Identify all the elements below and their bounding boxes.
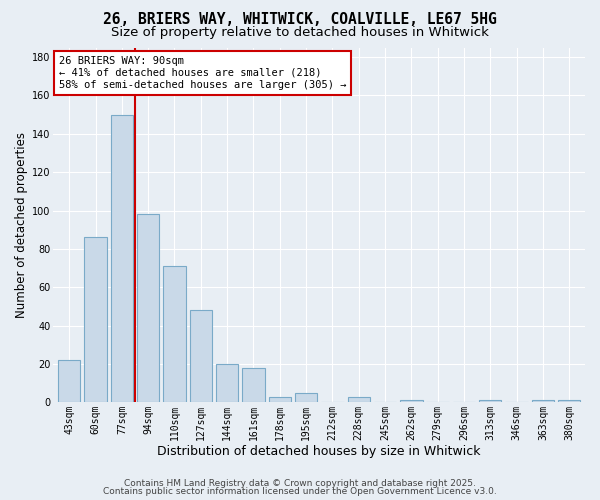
X-axis label: Distribution of detached houses by size in Whitwick: Distribution of detached houses by size … [157,444,481,458]
Bar [190,310,212,402]
Bar [532,400,554,402]
Text: 26, BRIERS WAY, WHITWICK, COALVILLE, LE67 5HG: 26, BRIERS WAY, WHITWICK, COALVILLE, LE6… [103,12,497,28]
Bar [558,400,580,402]
Bar [85,238,107,402]
Text: Contains public sector information licensed under the Open Government Licence v3: Contains public sector information licen… [103,487,497,496]
Bar [137,214,160,402]
Bar [216,364,238,403]
Text: Size of property relative to detached houses in Whitwick: Size of property relative to detached ho… [111,26,489,39]
Bar [58,360,80,403]
Text: Contains HM Land Registry data © Crown copyright and database right 2025.: Contains HM Land Registry data © Crown c… [124,478,476,488]
Text: 26 BRIERS WAY: 90sqm
← 41% of detached houses are smaller (218)
58% of semi-deta: 26 BRIERS WAY: 90sqm ← 41% of detached h… [59,56,346,90]
Y-axis label: Number of detached properties: Number of detached properties [15,132,28,318]
Bar [163,266,185,402]
Bar [479,400,502,402]
Bar [242,368,265,402]
Bar [400,400,422,402]
Bar [110,114,133,403]
Bar [347,396,370,402]
Bar [295,392,317,402]
Bar [269,396,291,402]
